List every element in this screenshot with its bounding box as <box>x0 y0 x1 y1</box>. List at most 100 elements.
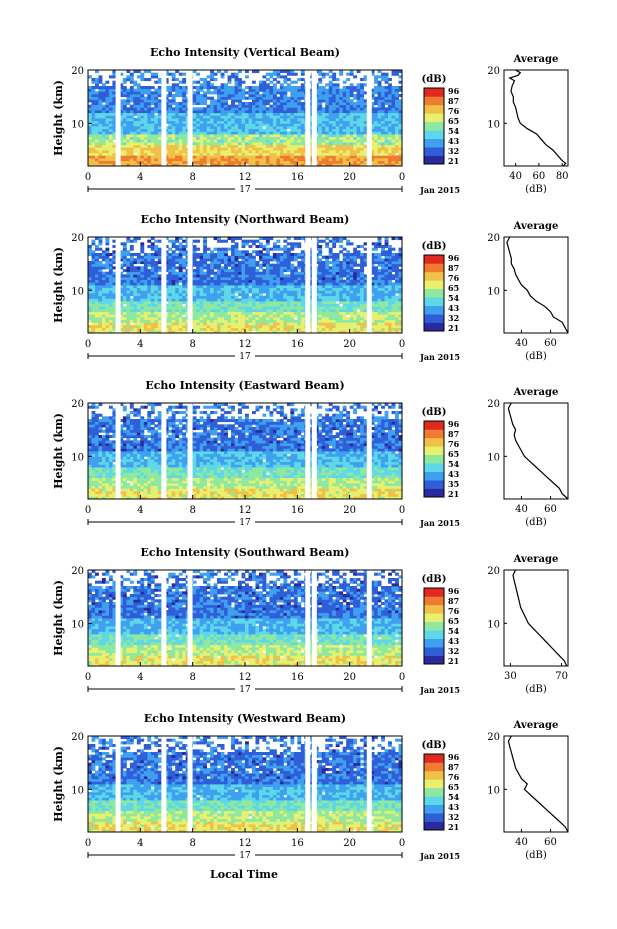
heatmap-cell <box>251 70 256 74</box>
heatmap-cell <box>346 142 351 146</box>
heatmap-cell <box>217 112 221 116</box>
heatmap-cell <box>283 269 288 273</box>
heatmap-cell <box>147 155 152 159</box>
heatmap-cell <box>381 150 385 154</box>
heatmap-cell <box>370 118 375 122</box>
heatmap-cell <box>88 120 92 124</box>
heatmap-cell <box>391 155 396 159</box>
heatmap-cell <box>321 72 326 76</box>
heatmap-cell <box>300 287 305 291</box>
heatmap-cell <box>133 94 138 98</box>
heatmap-cell <box>265 155 270 159</box>
heatmap-cell <box>272 128 277 132</box>
y-tick-label: 20 <box>71 66 84 77</box>
heatmap-cell <box>140 118 145 122</box>
heatmap-cell <box>206 285 211 289</box>
heatmap-cell <box>363 126 368 130</box>
heatmap-cell <box>203 155 208 159</box>
heatmap-cell <box>381 295 385 299</box>
heatmap-cell <box>171 277 176 281</box>
profile-x-tick-label: 40 <box>509 171 522 182</box>
heatmap-cell <box>363 274 368 278</box>
heatmap-cell <box>265 277 270 281</box>
heatmap-cell <box>101 112 106 116</box>
heatmap-cell <box>224 325 228 329</box>
heatmap-cell <box>381 311 385 315</box>
heatmap-cell <box>377 303 382 307</box>
heatmap-cell <box>192 80 197 84</box>
heatmap-cell <box>395 112 399 116</box>
heatmap-cell <box>175 295 180 299</box>
heatmap-cell <box>122 295 127 299</box>
heatmap-cell <box>129 139 134 143</box>
heatmap-cell <box>286 78 291 82</box>
heatmap-cell <box>297 287 302 291</box>
heatmap-cell <box>129 306 134 310</box>
heatmap-cell <box>342 309 347 313</box>
heatmap-cell <box>318 88 323 92</box>
heatmap-cell <box>154 94 159 98</box>
heatmap-cell <box>112 144 117 148</box>
heatmap-cell <box>269 285 274 289</box>
heatmap-cell <box>332 139 337 143</box>
heatmap-cell <box>398 123 403 127</box>
heatmap-cell <box>276 325 281 329</box>
heatmap-cell <box>98 104 103 108</box>
heatmap-cell <box>353 75 358 79</box>
heatmap-cell <box>269 144 274 148</box>
heatmap-cell <box>398 70 403 74</box>
heatmap-cell <box>279 271 284 275</box>
heatmap-cell <box>370 301 375 305</box>
heatmap-cell <box>192 118 197 122</box>
heatmap-cell <box>251 160 256 164</box>
heatmap-cell <box>178 301 183 305</box>
heatmap-cell <box>157 293 162 297</box>
colorbar-swatch <box>424 155 444 165</box>
heatmap-cell <box>234 150 239 154</box>
heatmap-cell <box>168 88 173 92</box>
heatmap-cell <box>318 155 323 159</box>
heatmap-cell <box>119 72 124 76</box>
heatmap-cell <box>251 115 256 119</box>
heatmap-cell <box>276 269 281 273</box>
heatmap-cell <box>321 150 326 154</box>
heatmap-cell <box>258 99 263 103</box>
heatmap-cell <box>248 163 253 167</box>
heatmap-cell <box>332 158 337 162</box>
heatmap-cell <box>360 144 365 148</box>
heatmap-cell <box>297 274 302 278</box>
heatmap-cell <box>335 88 340 92</box>
heatmap-cell <box>98 134 103 138</box>
heatmap-cell <box>147 325 152 329</box>
heatmap-cell <box>297 104 302 108</box>
heatmap-cell <box>381 110 385 114</box>
heatmap-cell <box>199 110 204 114</box>
heatmap-cell <box>248 150 253 154</box>
heatmap-cell <box>318 325 323 329</box>
heatmap-cell <box>119 319 124 323</box>
heatmap-cell <box>171 282 176 286</box>
heatmap-cell <box>227 86 232 90</box>
heatmap-cell <box>325 298 330 302</box>
heatmap-cell <box>290 123 295 127</box>
heatmap-cell <box>231 118 235 122</box>
heatmap-cell <box>220 330 225 334</box>
heatmap-cell <box>220 163 225 167</box>
heatmap-cell <box>381 88 385 92</box>
heatmap-cell <box>122 160 127 164</box>
heatmap-cell <box>140 147 145 151</box>
heatmap-cell <box>251 271 256 275</box>
heatmap-cell <box>332 301 337 305</box>
heatmap-cell <box>182 144 187 148</box>
heatmap-cell <box>300 72 305 76</box>
heatmap-cell <box>374 163 378 167</box>
heatmap-cell <box>318 72 323 76</box>
heatmap-cell <box>154 75 159 79</box>
heatmap-cell <box>133 269 138 273</box>
heatmap-cell <box>293 279 298 283</box>
heatmap-cell <box>112 128 117 132</box>
heatmap-cell <box>234 306 239 310</box>
heatmap-cell <box>377 70 382 74</box>
heatmap-cell <box>258 303 263 307</box>
heatmap-cell <box>126 298 131 302</box>
